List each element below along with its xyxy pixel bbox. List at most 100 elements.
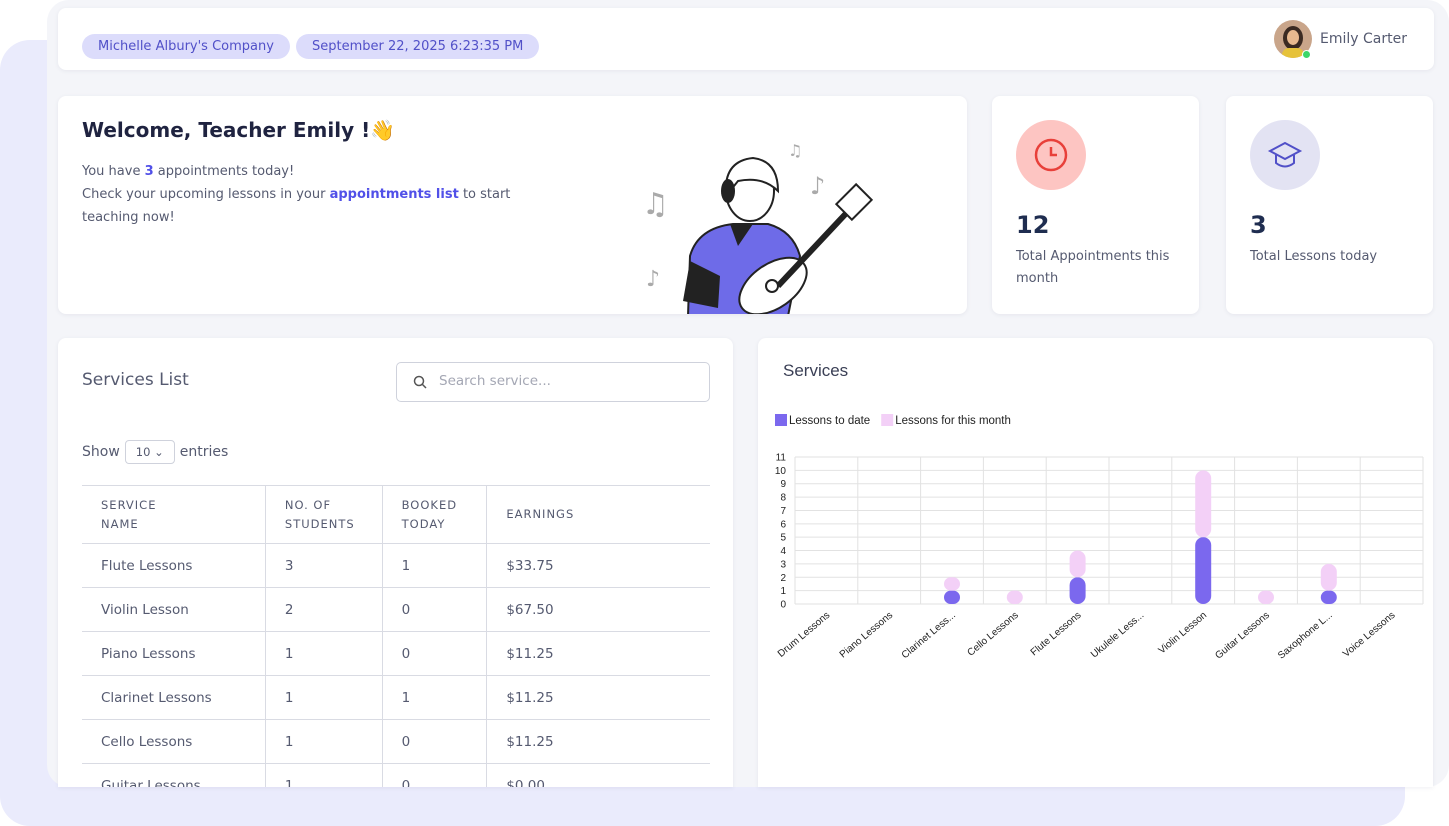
show-label: Show [82, 444, 120, 460]
column-title: NO. OF STUDENTS [284, 497, 355, 531]
x-tick-label: Guitar Lessons [1213, 610, 1272, 662]
text: You have [82, 164, 141, 179]
table-cell: 0 [381, 763, 487, 787]
y-tick-label: 9 [780, 479, 786, 490]
svg-text:♪: ♪ [646, 267, 660, 292]
x-tick-label: Ukulele Less... [1089, 610, 1146, 661]
table-cell: 1 [381, 675, 487, 720]
stat-label: Total Lessons today [1250, 249, 1378, 264]
table-row: Cello Lessons 1 0 $11.25 [82, 719, 710, 764]
table-cell: Cello Lessons [82, 719, 266, 764]
bar-segment [944, 590, 960, 604]
x-tick-label: Voice Lessons [1341, 610, 1397, 660]
y-tick-label: 11 [776, 453, 787, 464]
text: to start teaching now! [82, 187, 511, 225]
table-cell: 0 [381, 587, 487, 632]
chart: Services Lessons to date Lessons for this … [775, 361, 1424, 662]
welcome-card: Welcome, Teacher Emily !👋 You have 3 app… [58, 96, 967, 314]
table-cell: Guitar Lessons [82, 763, 266, 787]
illustration: ♫ ♫ ♪ ♪ [642, 141, 874, 314]
column-header[interactable]: BOOKED TODAY [381, 485, 487, 544]
table-cell: 0 [381, 631, 487, 676]
table-cell: 3 [264, 543, 383, 588]
appointments-link[interactable]: appointments list [329, 187, 459, 202]
table-row: Clarinet Lessons 1 1 $11.25 [82, 675, 710, 720]
x-tick-label: Drum Lessons [776, 610, 832, 660]
x-tick-label: Piano Lessons [838, 610, 895, 661]
y-tick-label: 1 [780, 586, 786, 597]
length-control: Show 10 ⌄ entries [82, 440, 228, 464]
svg-text:♪: ♪ [810, 172, 825, 200]
search-placeholder: Search service... [439, 373, 551, 389]
table-cell: 1 [264, 719, 383, 764]
stat-value: 12 [1016, 211, 1050, 239]
table-cell: 1 [381, 543, 487, 588]
table-cell: Piano Lessons [82, 631, 266, 676]
bar-segment [1006, 590, 1023, 604]
x-tick-label: Cello Lessons [966, 610, 1021, 659]
table-cell: 1 [264, 763, 383, 787]
y-tick-label: 3 [780, 559, 786, 570]
svg-text:♫: ♫ [642, 187, 669, 222]
table-cell: 0 [381, 719, 487, 764]
table-cell: $11.25 [486, 675, 710, 720]
entries-select[interactable]: 10 ⌄ [124, 440, 175, 464]
y-tick-label: 6 [780, 519, 786, 530]
user-name[interactable]: Emily Carter [1320, 31, 1407, 47]
x-tick-label: Flute Lessons [1029, 610, 1084, 658]
table-cell: 2 [264, 587, 383, 632]
table-cell: $11.25 [486, 719, 710, 764]
bar-segment [1320, 590, 1337, 604]
column-header[interactable]: NO. OF STUDENTS [264, 485, 383, 544]
table-cell: $67.50 [486, 587, 710, 632]
services-chart-card: Services Lessons to date Lessons for this … [758, 338, 1433, 787]
table-cell: Flute Lessons [82, 543, 266, 588]
stat-value: 3 [1250, 211, 1267, 239]
search-box[interactable]: Search service... [396, 362, 710, 402]
column-header[interactable]: SERVICE NAME [82, 485, 266, 544]
datetime-pill: September 22, 2025 6:23:35 PM [296, 34, 540, 59]
bar-segment [1320, 563, 1337, 591]
services-list-card: Services List Search service... Show 10 … [58, 338, 733, 787]
y-tick-label: 2 [780, 573, 786, 584]
stat-card: 12 Total Appointments this month [992, 96, 1199, 314]
stat-card: 3 Total Lessons today [1226, 96, 1433, 314]
stat-label: Total Appointments this month [1016, 249, 1170, 286]
welcome-body: You have 3 appointments today! Check you… [82, 160, 522, 229]
column-header[interactable]: EARNINGS [486, 485, 710, 544]
table-row: Piano Lessons 1 0 $11.25 [82, 631, 710, 676]
table-cell: Violin Lesson [82, 587, 266, 632]
bar-segment [944, 577, 960, 591]
bar-segment [1195, 470, 1212, 538]
table-row: Guitar Lessons 1 0 $0.00 [82, 763, 710, 787]
text: Check your upcoming lessons in your [82, 187, 326, 202]
table-cell: $33.75 [486, 543, 710, 588]
column-title: BOOKED TODAY [401, 497, 458, 531]
wave-emoji: 👋 [370, 118, 396, 142]
table-cell: 1 [264, 675, 383, 720]
table-cell: $0.00 [486, 763, 710, 787]
table-row: Violin Lesson 2 0 $67.50 [82, 587, 710, 632]
y-tick-label: 4 [780, 546, 786, 557]
y-tick-label: 7 [780, 506, 786, 517]
chart-title: Services [783, 361, 848, 380]
legend-label: Lessons for this month [895, 415, 1011, 427]
x-tick-label: Saxophone L... [1276, 610, 1335, 662]
company-pill[interactable]: Michelle Albury's Company [82, 34, 290, 59]
entries-value: 10 [135, 445, 151, 459]
entries-label: entries [179, 444, 229, 460]
y-tick-label: 0 [780, 600, 786, 611]
bar-segment [1195, 537, 1212, 604]
legend-label: Lessons to date [789, 415, 870, 427]
bar-segment [1069, 550, 1086, 578]
table-cell: $11.25 [486, 631, 710, 676]
online-dot [1302, 50, 1311, 59]
x-tick-label: Clarinet Less... [900, 610, 958, 661]
y-tick-label: 8 [780, 493, 786, 504]
bar-segment [1258, 590, 1274, 604]
header-row: SERVICE NAME NO. OF STUDENTS BOOKED TODAY E… [82, 485, 710, 544]
card-title: Services List [82, 370, 189, 390]
welcome-text: Welcome, Teacher Emily ! [82, 118, 371, 142]
text: appointments today! [157, 164, 295, 179]
